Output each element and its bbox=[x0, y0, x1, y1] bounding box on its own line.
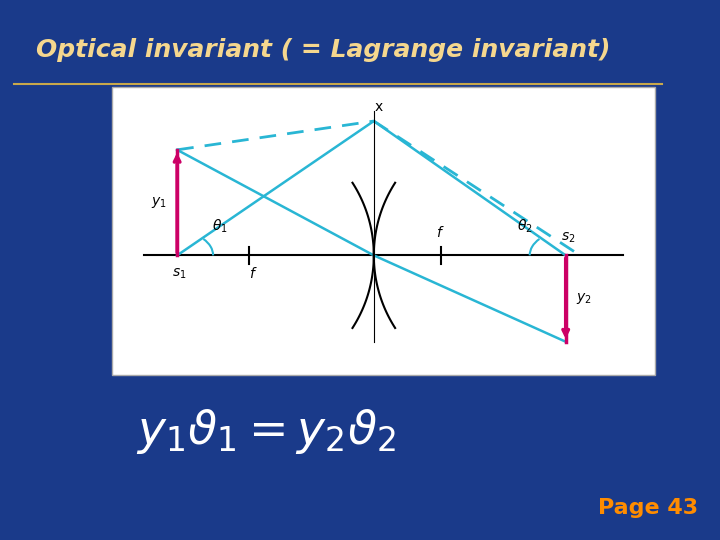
Text: $y_1\vartheta_1 = y_2\vartheta_2$: $y_1\vartheta_1 = y_2\vartheta_2$ bbox=[136, 408, 397, 456]
Text: $s_2$: $s_2$ bbox=[561, 231, 575, 245]
Bar bbox=[112, 87, 655, 375]
Text: $y_1$: $y_1$ bbox=[150, 195, 166, 210]
Text: f: f bbox=[436, 226, 441, 240]
Text: $s_1$: $s_1$ bbox=[172, 267, 186, 281]
Text: $\theta_1$: $\theta_1$ bbox=[212, 218, 228, 235]
Text: Page 43: Page 43 bbox=[598, 498, 698, 518]
Text: Optical invariant ( = Lagrange invariant): Optical invariant ( = Lagrange invariant… bbox=[36, 38, 611, 62]
Text: x: x bbox=[374, 99, 383, 113]
Text: $\theta_2$: $\theta_2$ bbox=[517, 218, 533, 235]
Text: f: f bbox=[249, 267, 254, 281]
Text: $y_2$: $y_2$ bbox=[576, 291, 592, 306]
